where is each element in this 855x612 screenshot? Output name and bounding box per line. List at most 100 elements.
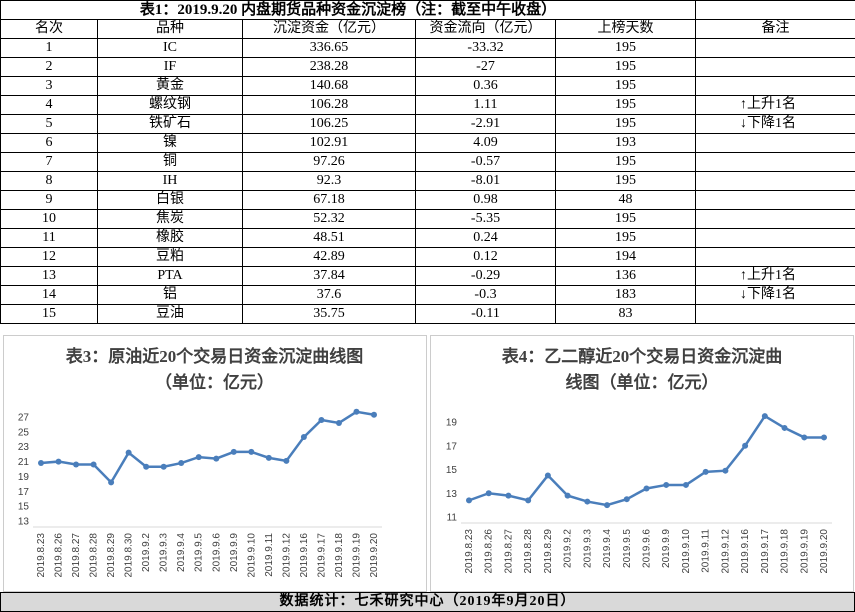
cell: 35.75 — [243, 305, 416, 324]
cell: 豆油 — [98, 305, 243, 324]
cell: 黄金 — [98, 77, 243, 96]
point — [663, 482, 669, 488]
header-cell: 备注 — [696, 20, 855, 39]
x-tick-label: 2019.8.29 — [543, 529, 554, 574]
cell: 92.3 — [243, 172, 416, 191]
point — [283, 458, 289, 464]
header-cell: 品种 — [98, 20, 243, 39]
x-tick-label: 2019.8.27 — [503, 529, 514, 574]
cell: 37.84 — [243, 267, 416, 286]
cell: 67.18 — [243, 191, 416, 210]
cell: 15 — [1, 305, 98, 324]
note-cell — [696, 172, 855, 191]
x-tick-label: 2019.9.3 — [159, 533, 170, 572]
x-tick-label: 2019.9.6 — [211, 533, 222, 572]
cell: 195 — [556, 229, 696, 248]
point — [266, 455, 272, 461]
cell: 1.11 — [416, 96, 556, 115]
cell: 13 — [1, 267, 98, 286]
cell: 橡胶 — [98, 229, 243, 248]
note-cell: ↑上升1名 — [696, 96, 855, 115]
cell: 8 — [1, 172, 98, 191]
cell: 镍 — [98, 134, 243, 153]
cell: 183 — [556, 286, 696, 305]
point — [466, 497, 472, 503]
point — [248, 449, 254, 455]
note-cell — [696, 305, 855, 324]
cell: 195 — [556, 58, 696, 77]
cell: 5 — [1, 115, 98, 134]
x-tick-label: 2019.9.17 — [760, 529, 771, 574]
cell: 2 — [1, 58, 98, 77]
cell: 37.6 — [243, 286, 416, 305]
cell: 11 — [1, 229, 98, 248]
point — [505, 493, 511, 499]
y-tick-label: 11 — [447, 513, 458, 524]
x-tick-label: 2019.8.26 — [54, 533, 65, 578]
cell: IC — [98, 39, 243, 58]
point — [604, 502, 610, 508]
x-tick-label: 2019.9.17 — [316, 533, 327, 578]
cell: 9 — [1, 191, 98, 210]
line — [41, 412, 374, 483]
cell: 10 — [1, 210, 98, 229]
x-tick-label: 2019.9.6 — [642, 529, 653, 568]
cell: 336.65 — [243, 39, 416, 58]
x-tick-label: 2019.9.18 — [780, 529, 791, 574]
x-tick-label: 2019.9.12 — [281, 533, 292, 578]
point — [301, 434, 307, 440]
cell: 豆粕 — [98, 248, 243, 267]
x-tick-label: 2019.9.2 — [563, 529, 574, 568]
x-tick-label: 2019.9.20 — [369, 533, 380, 578]
cell: 4 — [1, 96, 98, 115]
point — [801, 434, 807, 440]
point — [178, 460, 184, 466]
cell: -5.35 — [416, 210, 556, 229]
x-tick-label: 2019.9.11 — [264, 533, 275, 577]
cell: 7 — [1, 153, 98, 172]
cell: 106.28 — [243, 96, 416, 115]
cell: 97.26 — [243, 153, 416, 172]
y-tick-label: 19 — [446, 418, 458, 429]
cell: -0.3 — [416, 286, 556, 305]
cell: 螺纹钢 — [98, 96, 243, 115]
note-cell — [696, 210, 855, 229]
note-cell — [696, 248, 855, 267]
note-cell: ↓下降1名 — [696, 115, 855, 134]
x-tick-label: 2019.9.10 — [246, 533, 257, 578]
x-tick-label: 2019.9.4 — [176, 533, 187, 572]
cell: -27 — [416, 58, 556, 77]
y-tick-label: 15 — [446, 465, 458, 476]
cell: 195 — [556, 172, 696, 191]
cell: 焦炭 — [98, 210, 243, 229]
point — [56, 459, 62, 465]
x-tick-label: 2019.9.4 — [602, 529, 613, 568]
header-cell: 资金流向（亿元） — [416, 20, 556, 39]
point — [91, 462, 97, 468]
header-row: 名次品种沉淀资金（亿元）资金流向（亿元）上榜天数备注 — [1, 20, 855, 39]
cell: 195 — [556, 153, 696, 172]
x-tick-label: 2019.8.30 — [124, 533, 135, 578]
point — [565, 493, 571, 499]
cell: 14 — [1, 286, 98, 305]
x-tick-label: 2019.9.5 — [194, 533, 205, 572]
header-cell: 上榜天数 — [556, 20, 696, 39]
cell: 193 — [556, 134, 696, 153]
cell: 238.28 — [243, 58, 416, 77]
cell: -0.11 — [416, 305, 556, 324]
note-cell — [696, 58, 855, 77]
point — [683, 482, 689, 488]
y-tick-label: 13 — [18, 517, 30, 528]
y-tick-label: 19 — [18, 472, 30, 483]
line — [469, 416, 824, 505]
cell: -8.01 — [416, 172, 556, 191]
cell: 0.98 — [416, 191, 556, 210]
